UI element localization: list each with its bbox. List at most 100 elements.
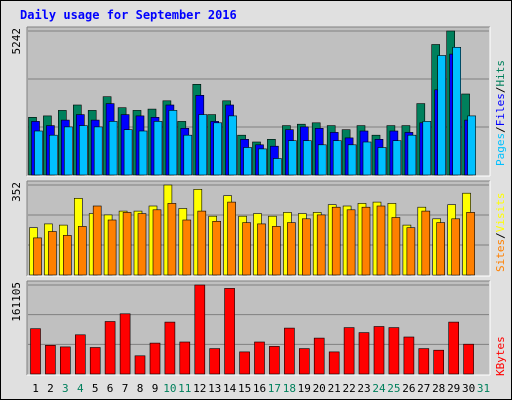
legend-item-pages-files-hits-0: Pages xyxy=(494,133,507,166)
bar-pages-day-7 xyxy=(123,129,133,176)
bar-kbytes-day-17 xyxy=(269,346,280,375)
x-tick-label-9: 9 xyxy=(152,382,159,395)
x-tick-label-23: 23 xyxy=(357,382,370,395)
bar-sites-day-14 xyxy=(227,201,236,276)
bar-sites-day-26 xyxy=(406,227,416,276)
bar-kbytes-day-27 xyxy=(418,348,430,375)
legend-item-sites-visits-1: / xyxy=(494,232,507,239)
legend-kbytes: KBytes xyxy=(494,336,507,376)
x-tick-label-29: 29 xyxy=(447,382,460,395)
bar-pages-day-21 xyxy=(332,140,342,176)
bar-kbytes-day-9 xyxy=(149,342,161,375)
bar-sites-day-4 xyxy=(78,226,87,276)
bar-sites-day-22 xyxy=(346,209,356,276)
bar-kbytes-day-6 xyxy=(104,321,116,375)
bar-kbytes-day-10 xyxy=(164,321,176,375)
bar-kbytes-day-22 xyxy=(343,327,355,375)
bar-kbytes-day-28 xyxy=(433,349,445,375)
bar-pages-day-13 xyxy=(213,122,222,176)
bar-kbytes-day-5 xyxy=(89,347,101,375)
x-tick-label-31: 31 xyxy=(477,382,490,395)
bar-sites-day-15 xyxy=(242,222,251,276)
bar-kbytes-day-26 xyxy=(403,336,415,375)
x-tick-label-18: 18 xyxy=(283,382,296,395)
bar-sites-day-9 xyxy=(152,209,162,276)
x-tick-label-27: 27 xyxy=(417,382,430,395)
bar-pages-day-22 xyxy=(347,144,357,176)
bar-pages-day-30 xyxy=(467,115,476,176)
bar-kbytes-day-16 xyxy=(254,341,265,375)
bar-kbytes-day-29 xyxy=(448,321,460,375)
bar-kbytes-day-15 xyxy=(239,351,250,375)
bar-kbytes-day-19 xyxy=(298,348,310,375)
x-tick-label-10: 10 xyxy=(163,382,176,395)
bar-pages-day-8 xyxy=(138,130,148,176)
bar-kbytes-day-30 xyxy=(463,343,474,375)
bar-sites-day-18 xyxy=(287,222,296,276)
x-tick-label-8: 8 xyxy=(137,382,144,395)
bar-sites-day-12 xyxy=(197,210,207,276)
legend-item-kbytes-0: KBytes xyxy=(494,336,507,376)
bar-pages-day-12 xyxy=(198,114,208,176)
bar-pages-day-5 xyxy=(93,126,103,176)
x-tick-label-19: 19 xyxy=(298,382,311,395)
bar-sites-day-1 xyxy=(33,237,42,276)
x-tick-label-2: 2 xyxy=(47,382,54,395)
bar-kbytes-day-23 xyxy=(358,332,370,375)
bar-kbytes-day-25 xyxy=(388,327,400,375)
x-tick-label-22: 22 xyxy=(342,382,355,395)
bar-pages-day-10 xyxy=(168,110,178,176)
bar-sites-day-27 xyxy=(421,210,431,276)
bar-kbytes-day-4 xyxy=(75,334,86,375)
x-tick-label-17: 17 xyxy=(268,382,281,395)
bar-kbytes-day-8 xyxy=(134,355,146,375)
bar-sites-day-24 xyxy=(376,205,386,276)
bar-kbytes-day-13 xyxy=(209,348,220,375)
bar-sites-day-20 xyxy=(316,214,326,276)
bar-sites-day-3 xyxy=(62,235,72,276)
bar-kbytes-day-11 xyxy=(179,341,191,375)
bar-sites-day-17 xyxy=(272,226,281,276)
bar-kbytes-day-2 xyxy=(45,344,56,375)
x-tick-label-6: 6 xyxy=(107,382,114,395)
bar-kbytes-day-1 xyxy=(30,328,41,375)
bar-sites-day-5 xyxy=(92,205,102,276)
ymax-label-kbytes: 161105 xyxy=(10,282,23,322)
bar-sites-day-7 xyxy=(122,212,132,276)
bar-kbytes-day-12 xyxy=(194,284,206,375)
bar-pages-day-16 xyxy=(258,148,267,176)
x-tick-label-3: 3 xyxy=(62,382,69,395)
bar-pages-day-27 xyxy=(422,121,432,176)
bar-kbytes-day-7 xyxy=(119,313,131,375)
bar-sites-day-30 xyxy=(466,212,475,276)
bar-kbytes-day-21 xyxy=(328,351,340,375)
bar-sites-day-29 xyxy=(451,218,461,276)
bar-pages-day-25 xyxy=(392,140,402,176)
bar-pages-day-24 xyxy=(377,147,387,176)
bar-pages-day-11 xyxy=(183,134,193,176)
x-tick-label-14: 14 xyxy=(223,382,237,395)
bar-pages-day-15 xyxy=(243,147,252,176)
bar-pages-day-6 xyxy=(108,121,118,176)
bar-pages-day-9 xyxy=(153,121,163,176)
bar-sites-day-2 xyxy=(48,231,57,276)
bar-kbytes-day-14 xyxy=(224,288,235,375)
bar-sites-day-23 xyxy=(361,206,371,276)
bar-sites-day-21 xyxy=(331,206,341,276)
bar-pages-day-23 xyxy=(362,141,372,176)
bar-kbytes-day-24 xyxy=(373,326,385,375)
x-tick-label-24: 24 xyxy=(372,382,386,395)
bar-sites-day-13 xyxy=(212,221,221,276)
x-tick-label-1: 1 xyxy=(32,382,39,395)
x-tick-label-28: 28 xyxy=(432,382,445,395)
ymax-label-sites-visits: 352 xyxy=(10,182,23,202)
x-axis-day-labels: 1 2 3 4 5 6 7 8 9 10 11 12 13 14 15 16 17 18 19 20 21 22 23 24 2… xyxy=(32,382,490,395)
x-tick-label-4: 4 xyxy=(77,382,84,395)
x-tick-label-7: 7 xyxy=(122,382,129,395)
bars xyxy=(28,30,476,375)
bar-sites-day-25 xyxy=(391,217,401,276)
chart-title: Daily usage for September 2016 xyxy=(20,8,237,22)
x-tick-label-20: 20 xyxy=(313,382,326,395)
bar-pages-day-26 xyxy=(407,134,417,176)
